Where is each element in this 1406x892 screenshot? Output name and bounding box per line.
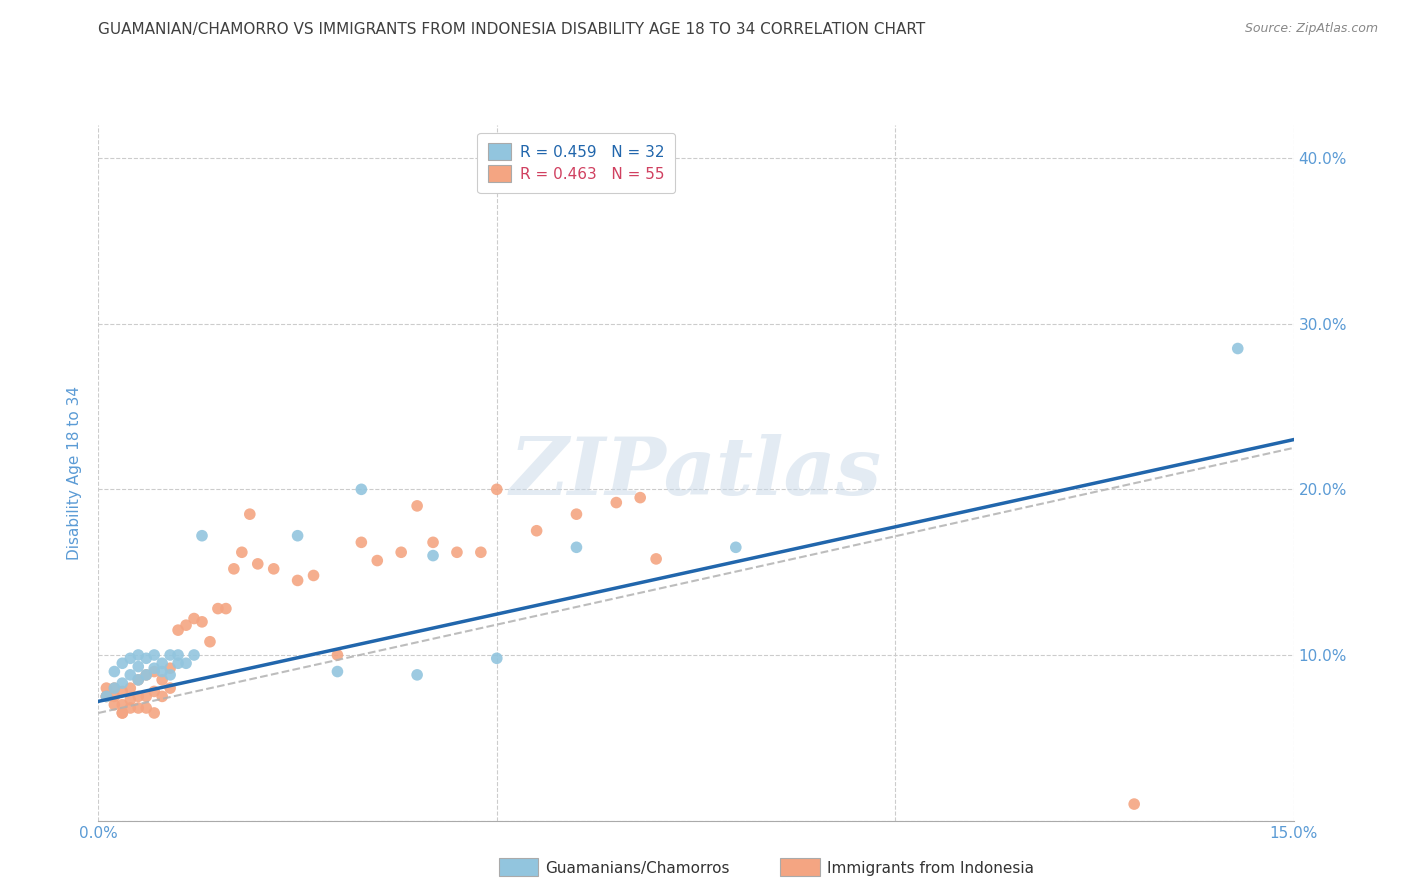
- Point: [207, 601, 229, 615]
- Point: [389, 545, 412, 559]
- Point: [222, 562, 245, 576]
- Point: [111, 706, 134, 720]
- Point: [127, 648, 149, 662]
- Point: [96, 681, 118, 695]
- Point: [135, 668, 157, 682]
- Point: [167, 657, 190, 671]
- Point: [96, 690, 118, 704]
- Point: [263, 562, 285, 576]
- Point: [127, 690, 149, 704]
- Text: Source: ZipAtlas.com: Source: ZipAtlas.com: [1244, 22, 1378, 36]
- Point: [287, 529, 309, 543]
- Point: [645, 552, 668, 566]
- Point: [422, 549, 444, 563]
- Point: [191, 529, 214, 543]
- Point: [239, 507, 262, 521]
- Point: [159, 668, 181, 682]
- Point: [191, 615, 214, 629]
- Point: [111, 676, 134, 690]
- Point: [287, 574, 309, 588]
- Point: [150, 657, 173, 671]
- Point: [150, 690, 173, 704]
- Point: [446, 545, 468, 559]
- Point: [143, 648, 166, 662]
- Point: [159, 661, 181, 675]
- Point: [111, 657, 134, 671]
- Point: [103, 681, 125, 695]
- Point: [96, 690, 118, 704]
- Point: [159, 648, 181, 662]
- Point: [565, 541, 588, 555]
- Point: [470, 545, 492, 559]
- Text: ZIPatlas: ZIPatlas: [510, 434, 882, 511]
- Point: [135, 690, 157, 704]
- Point: [350, 483, 373, 497]
- Point: [1123, 797, 1146, 811]
- Point: [120, 668, 142, 682]
- Point: [174, 657, 197, 671]
- Point: [96, 690, 118, 704]
- Point: [198, 634, 221, 648]
- Point: [406, 668, 429, 682]
- Point: [167, 648, 190, 662]
- Point: [120, 692, 142, 706]
- Point: [183, 611, 205, 625]
- Point: [366, 553, 388, 567]
- Point: [246, 557, 269, 571]
- Point: [215, 601, 238, 615]
- Point: [120, 651, 142, 665]
- Point: [103, 690, 125, 704]
- Point: [326, 648, 349, 662]
- Point: [565, 507, 588, 521]
- Point: [167, 623, 190, 637]
- Point: [1226, 342, 1249, 356]
- Point: [159, 681, 181, 695]
- Point: [135, 701, 157, 715]
- Point: [150, 665, 173, 679]
- Point: [143, 665, 166, 679]
- Point: [135, 668, 157, 682]
- Legend: R = 0.459   N = 32, R = 0.463   N = 55: R = 0.459 N = 32, R = 0.463 N = 55: [478, 133, 675, 193]
- Text: Immigrants from Indonesia: Immigrants from Indonesia: [827, 862, 1033, 876]
- Point: [103, 665, 125, 679]
- Point: [350, 535, 373, 549]
- Point: [127, 659, 149, 673]
- Point: [485, 483, 508, 497]
- Point: [183, 648, 205, 662]
- Point: [120, 701, 142, 715]
- Point: [111, 698, 134, 712]
- Point: [485, 651, 508, 665]
- Point: [143, 661, 166, 675]
- Point: [143, 706, 166, 720]
- Point: [605, 495, 627, 509]
- Point: [526, 524, 548, 538]
- Point: [111, 684, 134, 698]
- Point: [302, 568, 325, 582]
- Point: [326, 665, 349, 679]
- Point: [143, 684, 166, 698]
- Y-axis label: Disability Age 18 to 34: Disability Age 18 to 34: [67, 385, 83, 560]
- Point: [628, 491, 651, 505]
- Point: [127, 673, 149, 687]
- Point: [406, 499, 429, 513]
- Text: Guamanians/Chamorros: Guamanians/Chamorros: [546, 862, 730, 876]
- Point: [103, 681, 125, 695]
- Point: [150, 673, 173, 687]
- Point: [174, 618, 197, 632]
- Point: [127, 701, 149, 715]
- Point: [724, 541, 747, 555]
- Point: [422, 535, 444, 549]
- Text: GUAMANIAN/CHAMORRO VS IMMIGRANTS FROM INDONESIA DISABILITY AGE 18 TO 34 CORRELAT: GUAMANIAN/CHAMORRO VS IMMIGRANTS FROM IN…: [98, 22, 925, 37]
- Point: [127, 673, 149, 687]
- Point: [231, 545, 253, 559]
- Point: [111, 706, 134, 720]
- Point: [103, 698, 125, 712]
- Point: [120, 681, 142, 695]
- Point: [135, 651, 157, 665]
